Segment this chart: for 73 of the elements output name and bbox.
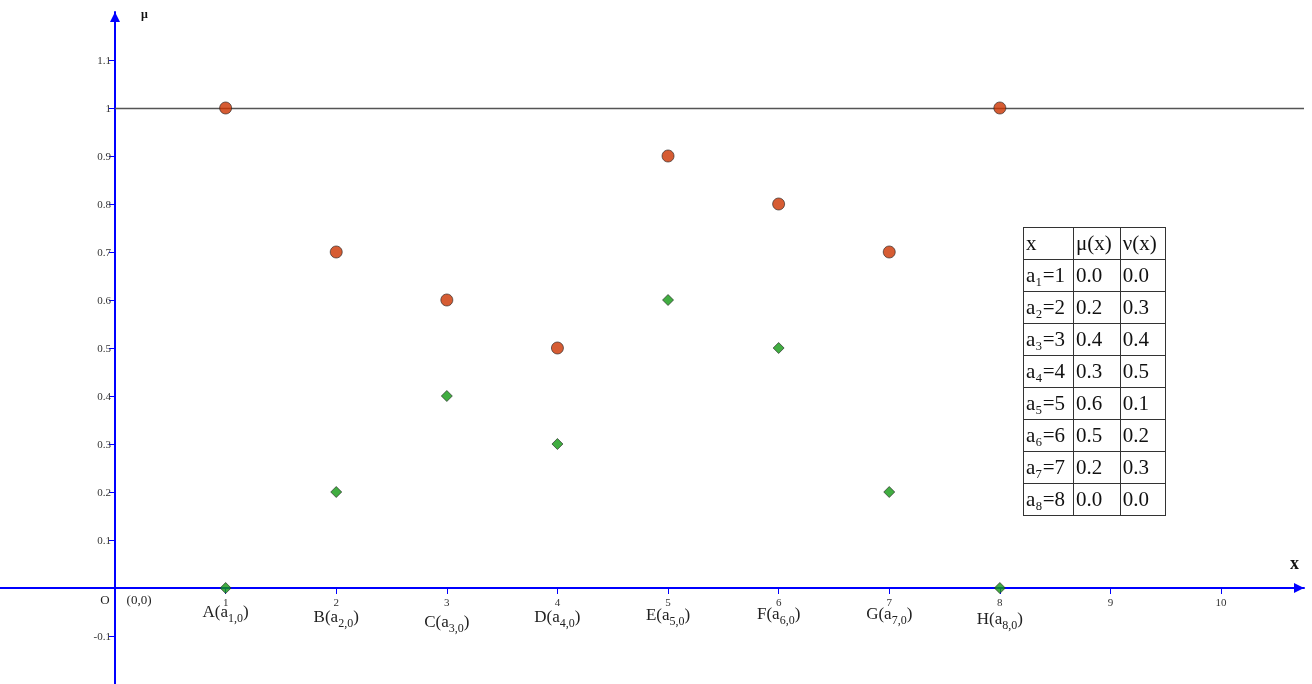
x-tick-label: 4: [554, 595, 561, 608]
annotation: 0.0: [1120, 259, 1166, 292]
annotation: a₄=4: [1023, 355, 1074, 388]
annotation: 0.1: [1120, 387, 1166, 420]
annotation: O: [100, 592, 110, 608]
annotation: ν(x): [1120, 227, 1166, 260]
point: [440, 390, 453, 402]
point: [883, 486, 896, 498]
y-tick-label: 1.1: [97, 54, 112, 66]
x-tick-label: 6: [775, 595, 782, 608]
annotation: 0.3: [1120, 451, 1166, 484]
annotation: a₆=6: [1023, 419, 1074, 452]
annotation: a₃=3: [1023, 323, 1074, 356]
point: [772, 342, 785, 354]
annotation: a₈=8: [1023, 483, 1074, 516]
annotation: μ(x): [1073, 227, 1121, 260]
annotation: 0.0: [1120, 483, 1166, 516]
point: [993, 101, 1007, 115]
x-tick-label: 1: [222, 595, 229, 608]
annotation: H(a$_{8,0}$): [976, 609, 1023, 633]
x-tick-label: 5: [665, 595, 672, 608]
annotation: x: [1023, 227, 1074, 260]
y-tick-label: 0.7: [97, 246, 112, 258]
x-tick-label: 2: [333, 595, 339, 608]
annotation: 0.3: [1073, 355, 1121, 388]
annotation: 0.4: [1120, 323, 1166, 356]
point: [551, 341, 564, 355]
annotation: 0.3: [1120, 291, 1166, 324]
y-axis-title: μ: [141, 7, 149, 21]
annotation: 0.4: [1073, 323, 1121, 356]
y-tick-label: 0.1: [97, 534, 112, 546]
y-tick-label: 1: [105, 102, 112, 114]
annotation: a₅=5: [1023, 387, 1074, 420]
x-axis-title: x: [1290, 553, 1299, 573]
y-tick-label: -0.1: [93, 630, 112, 642]
x-tick-label: 10: [1215, 595, 1228, 608]
y-tick-label: 0.8: [97, 198, 112, 210]
point: [219, 582, 232, 594]
annotation: E(a$_{5,0}$): [645, 605, 691, 629]
y-tick-label: 0.9: [97, 150, 112, 162]
annotation: a₇=7: [1023, 451, 1074, 484]
point: [440, 293, 454, 307]
annotation: 0.2: [1120, 419, 1166, 452]
y-tick-label: 0.4: [97, 390, 112, 402]
point: [661, 149, 675, 163]
annotation: a₂=2: [1023, 291, 1074, 324]
point: [772, 197, 786, 211]
annotation: 0.5: [1073, 419, 1121, 452]
point: [330, 486, 343, 498]
annotation: C(a$_{3,0}$): [424, 612, 470, 636]
annotation: 0.2: [1073, 291, 1121, 324]
point: [993, 582, 1006, 594]
annotation: a₁=1: [1023, 259, 1074, 292]
y-tick-label: 0.5: [97, 342, 112, 354]
y-tick-label: 0.6: [97, 294, 112, 306]
annotation: B(a$_{2,0}$): [313, 607, 359, 631]
point: [219, 101, 233, 115]
y-tick-label: 0.2: [97, 486, 112, 498]
point: [551, 438, 564, 450]
point: [329, 245, 343, 259]
annotation: 0.5: [1120, 355, 1166, 388]
annotation: 0.0: [1073, 483, 1121, 516]
annotation: (0,0): [126, 592, 152, 608]
annotation: 0.6: [1073, 387, 1121, 420]
y-tick-label: 0.3: [97, 438, 112, 450]
annotation: D(a$_{4,0}$): [534, 607, 581, 631]
point: [662, 294, 674, 306]
point: [882, 245, 896, 259]
x-tick-label: 9: [1107, 595, 1114, 608]
x-tick-label: 8: [997, 595, 1004, 608]
annotation: 0.2: [1073, 451, 1121, 484]
x-tick-label: 3: [444, 595, 451, 608]
annotation: 0.0: [1073, 259, 1121, 292]
